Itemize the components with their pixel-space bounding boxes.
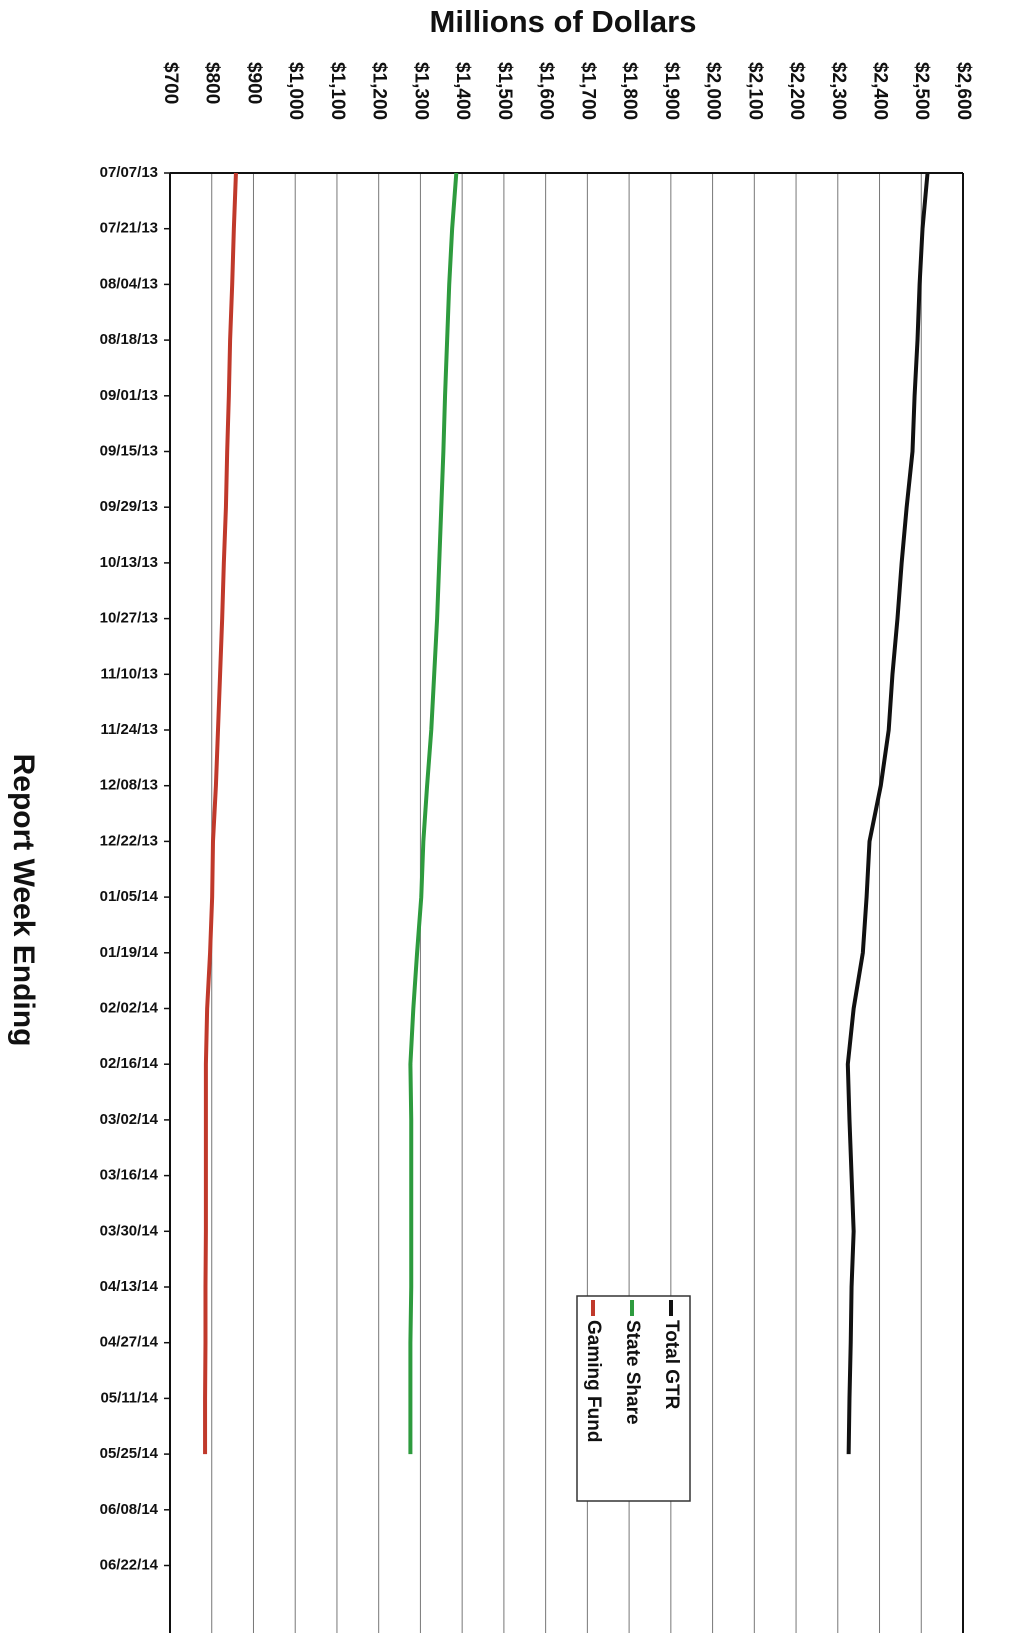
x-tick-label: $2,400 bbox=[870, 62, 891, 120]
y-tick-label: 05/25/14 bbox=[100, 1445, 159, 1462]
x-tick-label: $1,300 bbox=[410, 62, 431, 120]
y-tick-label: 08/04/13 bbox=[100, 275, 158, 292]
legend-label: Gaming Fund bbox=[583, 1320, 604, 1442]
y-tick-label: 04/27/14 bbox=[100, 1334, 159, 1351]
x-tick-label: $900 bbox=[243, 62, 264, 104]
y-tick-label: 08/18/13 bbox=[100, 331, 158, 348]
y-tick-label: 03/30/14 bbox=[100, 1222, 159, 1239]
y-tick-label: 07/07/13 bbox=[100, 164, 158, 181]
x-tick-label: $1,700 bbox=[577, 62, 598, 120]
y-tick-label: 11/24/13 bbox=[100, 721, 158, 738]
y-tick-label: 06/08/14 bbox=[100, 1501, 159, 1518]
y-tick-label: 03/16/14 bbox=[100, 1167, 159, 1184]
y-tick-label: 09/15/13 bbox=[100, 442, 158, 459]
x-tick-label: $1,100 bbox=[327, 62, 348, 120]
x-tick-label: $1,600 bbox=[536, 62, 557, 120]
y-tick-label: 11/10/13 bbox=[100, 665, 158, 682]
y-tick-label: 02/16/14 bbox=[100, 1055, 159, 1072]
y-tick-label: 01/19/14 bbox=[100, 944, 159, 961]
y-tick-label: 07/21/13 bbox=[100, 220, 158, 237]
y-tick-label: 09/29/13 bbox=[100, 498, 158, 515]
series-line bbox=[845, 172, 930, 1455]
x-tick-label: $2,600 bbox=[953, 62, 974, 120]
series-line bbox=[408, 172, 459, 1455]
legend: Total GTR State Share Gaming Fund bbox=[576, 1295, 691, 1502]
y-tick-label: 10/13/13 bbox=[100, 554, 158, 571]
y-axis-title: Report Week Ending bbox=[7, 754, 40, 1047]
legend-label: Total GTR bbox=[661, 1320, 682, 1410]
chart-title: Millions of Dollars bbox=[430, 4, 697, 39]
y-tick-label: 12/22/13 bbox=[100, 832, 158, 849]
y-tick-label: 02/02/14 bbox=[100, 999, 159, 1016]
y-tick-label: 10/27/13 bbox=[100, 610, 158, 627]
x-tick-label: $2,300 bbox=[828, 62, 849, 120]
y-tick-label: 03/02/14 bbox=[100, 1111, 159, 1128]
x-tick-label: $700 bbox=[160, 62, 181, 104]
y-tick-label: 12/08/13 bbox=[100, 777, 158, 794]
legend-label: State Share bbox=[622, 1320, 643, 1425]
x-tick-label: $1,200 bbox=[369, 62, 390, 120]
x-tick-label: $1,800 bbox=[619, 62, 640, 120]
x-tick-label: $1,000 bbox=[285, 62, 306, 120]
x-tick-label: $2,100 bbox=[744, 62, 765, 120]
x-tick-label: $2,500 bbox=[911, 62, 932, 120]
legend-box bbox=[576, 1295, 691, 1502]
x-tick-label: $1,400 bbox=[452, 62, 473, 120]
y-tick-label: 05/11/14 bbox=[100, 1389, 158, 1406]
series-line bbox=[203, 172, 238, 1455]
y-tick-label: 04/13/14 bbox=[100, 1278, 159, 1295]
y-tick-label: 06/22/14 bbox=[100, 1556, 159, 1573]
x-tick-label: $1,500 bbox=[494, 62, 515, 120]
x-tick-label: $2,200 bbox=[786, 62, 807, 120]
y-tick-label: 01/05/14 bbox=[100, 888, 159, 905]
x-tick-label: $2,000 bbox=[703, 62, 724, 120]
y-tick-label: 09/01/13 bbox=[100, 387, 158, 404]
x-tick-label: $800 bbox=[202, 62, 223, 104]
x-tick-label: $1,900 bbox=[661, 62, 682, 120]
